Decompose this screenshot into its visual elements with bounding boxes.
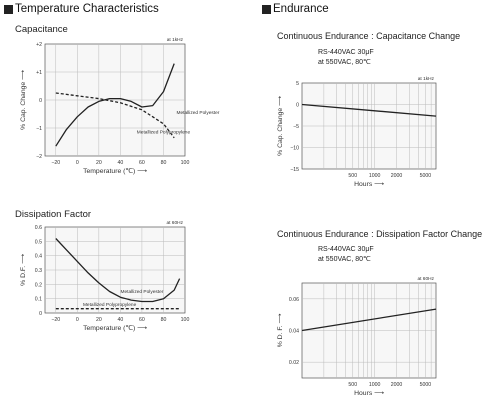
y-tick-label: −10 <box>290 146 299 152</box>
series-label: Metallized Polypropylene <box>83 302 137 308</box>
chart-title-endurance-cap: Continuous Endurance : Capacitance Chang… <box>277 31 461 41</box>
x-tick-label: 1000 <box>369 382 381 388</box>
series-label: Metallized Polyester <box>176 110 219 116</box>
y-tick-label: 0.6 <box>35 225 42 231</box>
series-line <box>55 92 175 139</box>
y-tick-label: −2 <box>36 154 42 160</box>
x-tick-label: 80 <box>161 317 167 323</box>
section-endurance-label: Endurance <box>273 3 329 15</box>
section-bullet-icon <box>262 4 271 14</box>
x-axis-label: Temperature (℃) ⟶ <box>83 168 147 175</box>
measurement-note: at 60Hz <box>166 220 183 226</box>
series-line <box>55 63 175 147</box>
y-tick-label: 5 <box>296 81 299 87</box>
x-axis-label: Temperature (℃) ⟶ <box>83 325 147 332</box>
y-tick-label: 0.02 <box>289 360 299 366</box>
x-tick-label: 40 <box>117 160 123 166</box>
x-tick-label: 2000 <box>391 173 403 179</box>
y-axis-label: % Cap. Change ⟶ <box>20 70 27 130</box>
y-tick-label: +1 <box>36 70 42 76</box>
section-endurance-heading: Endurance <box>262 3 329 15</box>
x-tick-label: −20 <box>51 317 60 323</box>
x-axis-label: Hours ⟶ <box>354 390 384 397</box>
y-tick-label: 0.2 <box>35 282 42 288</box>
y-tick-label: 0.3 <box>35 268 42 274</box>
measurement-note: at 1kHz <box>418 76 435 82</box>
x-axis-label: Hours ⟶ <box>354 181 384 188</box>
x-tick-label: 2000 <box>391 382 403 388</box>
x-tick-label: 500 <box>348 382 357 388</box>
chart-condition-line1: RS-440VAC 30μF <box>318 246 374 253</box>
section-temperature-label: Temperature Characteristics <box>15 3 159 15</box>
x-tick-label: 100 <box>181 317 190 323</box>
y-tick-label: −1 <box>36 126 42 132</box>
section-temperature-heading: Temperature Characteristics <box>4 3 159 15</box>
chart-title-dissipation: Dissipation Factor <box>15 209 92 220</box>
chart-title-capacitance: Capacitance <box>15 24 68 35</box>
series-line <box>301 103 437 117</box>
x-tick-label: 1000 <box>369 173 381 179</box>
x-tick-label: 40 <box>117 317 123 323</box>
y-tick-label: 0.5 <box>35 239 42 245</box>
series-line <box>301 308 437 332</box>
x-tick-label: 0 <box>76 160 79 166</box>
x-tick-label: 60 <box>139 317 145 323</box>
y-axis-label: % D. F. ⟶ <box>277 313 284 347</box>
y-tick-label: 0.04 <box>289 329 299 335</box>
x-tick-label: 500 <box>348 173 357 179</box>
y-axis-label: % Cap. Change ⟶ <box>277 96 284 156</box>
y-axis-label: % D.F. ⟶ <box>20 254 27 286</box>
y-tick-label: 0 <box>39 311 42 317</box>
y-tick-label: 0.4 <box>35 254 42 260</box>
series-label: Metallized Polyester <box>120 289 163 295</box>
chart-condition-line2: at 550VAC, 80℃ <box>318 59 371 66</box>
y-tick-label: 0 <box>296 103 299 109</box>
series-line <box>55 238 181 303</box>
x-tick-label: −20 <box>51 160 60 166</box>
y-tick-label: +2 <box>36 42 42 48</box>
measurement-note: at 1kHz <box>167 37 184 43</box>
x-tick-label: 80 <box>161 160 167 166</box>
x-tick-label: 5000 <box>420 173 432 179</box>
x-tick-label: 20 <box>96 160 102 166</box>
x-tick-label: 0 <box>76 317 79 323</box>
measurement-note: at 60Hz <box>417 276 434 282</box>
x-tick-label: 20 <box>96 317 102 323</box>
y-tick-label: −5 <box>293 124 299 130</box>
y-tick-label: −15 <box>290 167 299 173</box>
y-tick-label: 0.1 <box>35 297 42 303</box>
x-tick-label: 5000 <box>420 382 432 388</box>
section-bullet-icon <box>4 4 13 14</box>
y-tick-label: 0 <box>39 98 42 104</box>
chart-condition-line2: at 550VAC, 80℃ <box>318 256 371 263</box>
x-tick-label: 60 <box>139 160 145 166</box>
chart-title-endurance-df: Continuous Endurance : Dissipation Facto… <box>277 229 483 239</box>
series-label: Metallized Polypropylene <box>137 130 191 136</box>
x-tick-label: 100 <box>181 160 190 166</box>
y-tick-label: 0.06 <box>289 297 299 303</box>
chart-condition-line1: RS-440VAC 30μF <box>318 49 374 56</box>
